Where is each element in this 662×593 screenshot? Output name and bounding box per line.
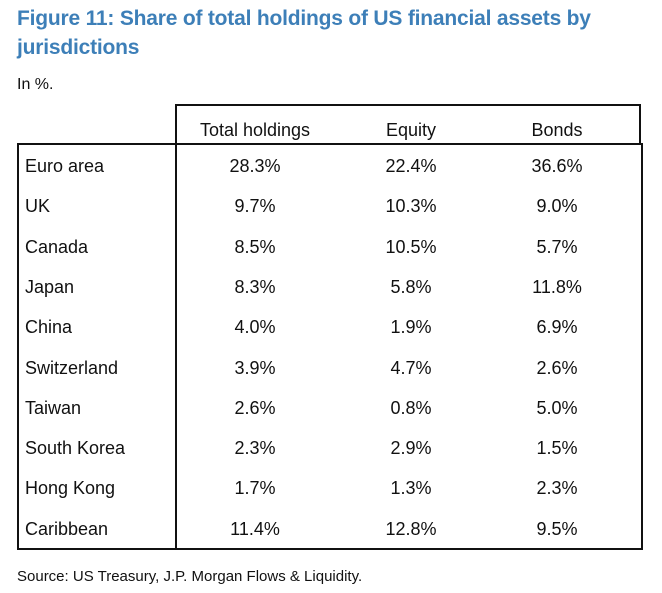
cell-value: 2.9%: [390, 438, 432, 459]
figure-title: Figure 11: Share of total holdings of US…: [17, 7, 591, 59]
cell-value: 5.8%: [390, 276, 432, 297]
cell-value: 0.8%: [390, 397, 432, 418]
table-row: South Korea 2.3% 2.9% 1.5%: [17, 429, 643, 469]
cell-value: 36.6%: [531, 156, 583, 176]
table-row: China 4.0% 1.9% 6.9%: [17, 308, 643, 348]
cell-value: 12.8%: [385, 518, 437, 539]
cell-value: 8.5%: [234, 236, 276, 257]
row-label: UK: [25, 196, 51, 217]
row-label: Switzerland: [25, 357, 119, 378]
row-label: Japan: [25, 276, 75, 297]
column-header: Equity: [385, 120, 437, 140]
cell-value: 4.0%: [234, 317, 276, 338]
unit-note: In %.: [17, 76, 54, 93]
row-label: Hong Kong: [25, 478, 116, 499]
cell-value: 6.9%: [536, 317, 578, 338]
table-row: Euro area 28.3% 22.4% 36.6%: [17, 147, 643, 187]
row-label: South Korea: [25, 438, 126, 459]
row-label: Canada: [25, 236, 89, 257]
cell-value: 11.4%: [230, 518, 280, 539]
table-header: Total holdings Equity Bonds: [175, 104, 641, 144]
cell-value: 9.5%: [536, 518, 578, 539]
cell-value: 2.3%: [536, 478, 578, 499]
row-label: Taiwan: [25, 397, 82, 418]
row-label: China: [25, 317, 73, 338]
table-row: Taiwan 2.6% 0.8% 5.0%: [17, 389, 643, 429]
table-row: Canada 8.5% 10.5% 5.7%: [17, 228, 643, 268]
cell-value: 1.5%: [536, 438, 578, 459]
column-header: Bonds: [531, 120, 583, 140]
column-header: Total holdings: [199, 120, 311, 140]
cell-value: 4.7%: [390, 357, 432, 378]
cell-value: 8.3%: [234, 276, 276, 297]
holdings-table: Total holdings Equity Bonds Euro area 28.…: [17, 100, 643, 550]
table-row: Japan 8.3% 5.8% 11.8%: [17, 268, 643, 308]
cell-value: 2.3%: [234, 438, 276, 459]
cell-value: 10.5%: [385, 236, 437, 257]
cell-value: 11.8%: [532, 276, 582, 297]
row-label: Euro area: [25, 156, 105, 176]
table-row: Switzerland 3.9% 4.7% 2.6%: [17, 349, 643, 389]
cell-value: 2.6%: [234, 397, 276, 418]
cell-value: 9.0%: [536, 196, 578, 217]
cell-value: 1.7%: [234, 478, 276, 499]
cell-value: 3.9%: [234, 357, 276, 378]
cell-value: 22.4%: [385, 156, 437, 176]
cell-value: 10.3%: [385, 196, 437, 217]
cell-value: 5.7%: [536, 236, 578, 257]
table-row: Caribbean 11.4% 12.8% 9.5%: [17, 510, 643, 550]
table-row: UK 9.7% 10.3% 9.0%: [17, 187, 643, 227]
source-note: Source: US Treasury, J.P. Morgan Flows &…: [17, 568, 363, 585]
cell-value: 9.7%: [234, 196, 276, 217]
cell-value: 5.0%: [536, 397, 578, 418]
table-row: Hong Kong 1.7% 1.3% 2.3%: [17, 469, 643, 509]
cell-value: 28.3%: [229, 156, 281, 176]
column-divider: [175, 143, 177, 550]
cell-value: 2.6%: [536, 357, 578, 378]
cell-value: 1.9%: [390, 317, 432, 338]
table-body-border: [17, 143, 643, 550]
cell-value: 1.3%: [390, 478, 432, 499]
row-label: Caribbean: [25, 518, 109, 539]
